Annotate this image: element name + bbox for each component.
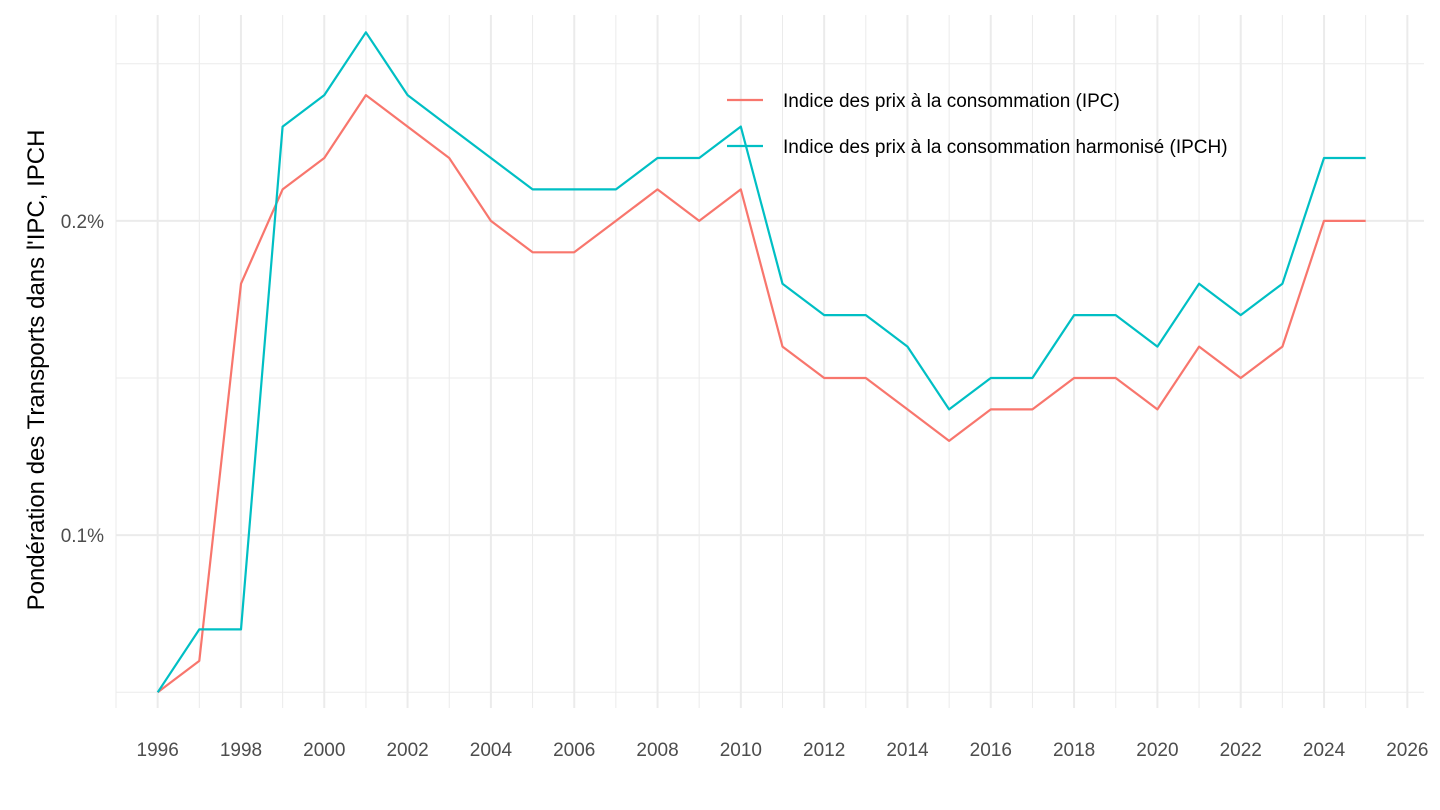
x-tick-label: 2024 bbox=[1303, 740, 1346, 761]
x-tick-label: 2026 bbox=[1386, 740, 1428, 761]
legend-item: Indice des prix à la consommation (IPC) bbox=[727, 91, 1120, 112]
x-tick-label: 2018 bbox=[1053, 740, 1095, 761]
x-tick-label: 1998 bbox=[220, 740, 262, 761]
y-axis-title: Pondération des Transports dans l'IPC, I… bbox=[23, 130, 50, 611]
grid-major bbox=[116, 15, 1424, 708]
x-tick-label: 1996 bbox=[137, 740, 179, 761]
series-line-ipch bbox=[156, 31, 1366, 693]
x-tick-label: 2008 bbox=[636, 740, 678, 761]
x-tick-label: 2006 bbox=[553, 740, 595, 761]
series-line-ipc bbox=[157, 93, 1366, 694]
x-tick-label: 2002 bbox=[386, 740, 428, 761]
y-axis-ticks: 0.1% 0.2% bbox=[61, 212, 104, 547]
x-tick-label: 2010 bbox=[720, 740, 762, 761]
x-tick-label: 2022 bbox=[1220, 740, 1262, 761]
x-tick-label: 2012 bbox=[803, 740, 845, 761]
x-axis-ticks: 1996 1998 2000 2002 2004 2006 2008 2010 2012 2014… bbox=[137, 740, 1429, 761]
grid-minor bbox=[115, 15, 1424, 708]
y-tick-label: 0.1% bbox=[61, 526, 104, 547]
x-tick-label: 2004 bbox=[470, 740, 513, 761]
legend-item: Indice des prix à la consommation harmon… bbox=[727, 137, 1228, 158]
x-tick-label: 2014 bbox=[886, 740, 929, 761]
legend-label: Indice des prix à la consommation (IPC) bbox=[783, 91, 1120, 112]
x-tick-label: 2020 bbox=[1136, 740, 1178, 761]
y-tick-label: 0.2% bbox=[61, 212, 104, 233]
x-tick-label: 2000 bbox=[303, 740, 345, 761]
legend: Indice des prix à la consommation (IPC) I… bbox=[727, 91, 1228, 158]
legend-label: Indice des prix à la consommation harmon… bbox=[783, 137, 1228, 158]
x-tick-label: 2016 bbox=[970, 740, 1012, 761]
series-layer bbox=[156, 31, 1366, 694]
